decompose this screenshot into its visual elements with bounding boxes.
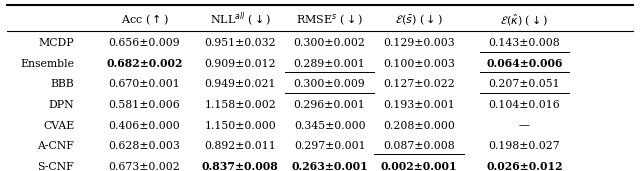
Text: MCDP: MCDP bbox=[38, 38, 74, 48]
Text: 0.345±0.000: 0.345±0.000 bbox=[294, 121, 365, 130]
Text: DPN: DPN bbox=[49, 100, 74, 110]
Text: $\mathcal{E}(\hat{\kappa})$ ($\downarrow$): $\mathcal{E}(\hat{\kappa})$ ($\downarrow… bbox=[500, 12, 548, 28]
Text: S-CNF: S-CNF bbox=[37, 162, 74, 171]
Text: Acc ($\uparrow$): Acc ($\uparrow$) bbox=[120, 12, 168, 27]
Text: 0.193±0.001: 0.193±0.001 bbox=[383, 100, 455, 110]
Text: 0.628±0.003: 0.628±0.003 bbox=[108, 141, 180, 151]
Text: 0.087±0.008: 0.087±0.008 bbox=[383, 141, 455, 151]
Text: 0.026±0.012: 0.026±0.012 bbox=[486, 161, 563, 171]
Text: Ensemble: Ensemble bbox=[20, 59, 74, 69]
Text: 0.100±0.003: 0.100±0.003 bbox=[383, 59, 455, 69]
Text: 0.296±0.001: 0.296±0.001 bbox=[294, 100, 365, 110]
Text: 0.198±0.027: 0.198±0.027 bbox=[488, 141, 560, 151]
Text: 0.837±0.008: 0.837±0.008 bbox=[202, 161, 278, 171]
Text: 0.300±0.002: 0.300±0.002 bbox=[294, 38, 365, 48]
Text: 0.673±0.002: 0.673±0.002 bbox=[109, 162, 180, 171]
Text: 0.300±0.009: 0.300±0.009 bbox=[294, 80, 365, 89]
Text: 0.892±0.011: 0.892±0.011 bbox=[204, 141, 276, 151]
Text: 0.129±0.003: 0.129±0.003 bbox=[383, 38, 455, 48]
Text: 0.143±0.008: 0.143±0.008 bbox=[488, 38, 560, 48]
Text: 0.207±0.051: 0.207±0.051 bbox=[488, 80, 560, 89]
Text: 0.263±0.001: 0.263±0.001 bbox=[291, 161, 368, 171]
Text: 0.406±0.000: 0.406±0.000 bbox=[109, 121, 180, 130]
Text: 1.158±0.002: 1.158±0.002 bbox=[204, 100, 276, 110]
Text: 0.951±0.032: 0.951±0.032 bbox=[204, 38, 276, 48]
Text: BBB: BBB bbox=[51, 80, 74, 89]
Text: 1.150±0.000: 1.150±0.000 bbox=[204, 121, 276, 130]
Text: 0.104±0.016: 0.104±0.016 bbox=[488, 100, 560, 110]
Text: 0.909±0.012: 0.909±0.012 bbox=[204, 59, 276, 69]
Text: 0.297±0.001: 0.297±0.001 bbox=[294, 141, 365, 151]
Text: A-CNF: A-CNF bbox=[37, 141, 74, 151]
Text: 0.670±0.001: 0.670±0.001 bbox=[109, 80, 180, 89]
Text: 0.682±0.002: 0.682±0.002 bbox=[106, 58, 182, 69]
Text: 0.656±0.009: 0.656±0.009 bbox=[109, 38, 180, 48]
Text: 0.581±0.006: 0.581±0.006 bbox=[109, 100, 180, 110]
Text: 0.289±0.001: 0.289±0.001 bbox=[294, 59, 365, 69]
Text: 0.208±0.000: 0.208±0.000 bbox=[383, 121, 455, 130]
Text: 0.064±0.006: 0.064±0.006 bbox=[486, 58, 563, 69]
Text: 0.127±0.022: 0.127±0.022 bbox=[383, 80, 455, 89]
Text: 0.002±0.001: 0.002±0.001 bbox=[381, 161, 458, 171]
Text: RMSE$^{s}$ ($\downarrow$): RMSE$^{s}$ ($\downarrow$) bbox=[296, 12, 363, 27]
Text: CVAE: CVAE bbox=[43, 121, 74, 130]
Text: NLL$^{all}$ ($\downarrow$): NLL$^{all}$ ($\downarrow$) bbox=[210, 11, 271, 29]
Text: —: — bbox=[519, 121, 530, 130]
Text: 0.949±0.021: 0.949±0.021 bbox=[204, 80, 276, 89]
Text: $\mathcal{E}(\bar{s})$ ($\downarrow$): $\mathcal{E}(\bar{s})$ ($\downarrow$) bbox=[395, 12, 443, 27]
